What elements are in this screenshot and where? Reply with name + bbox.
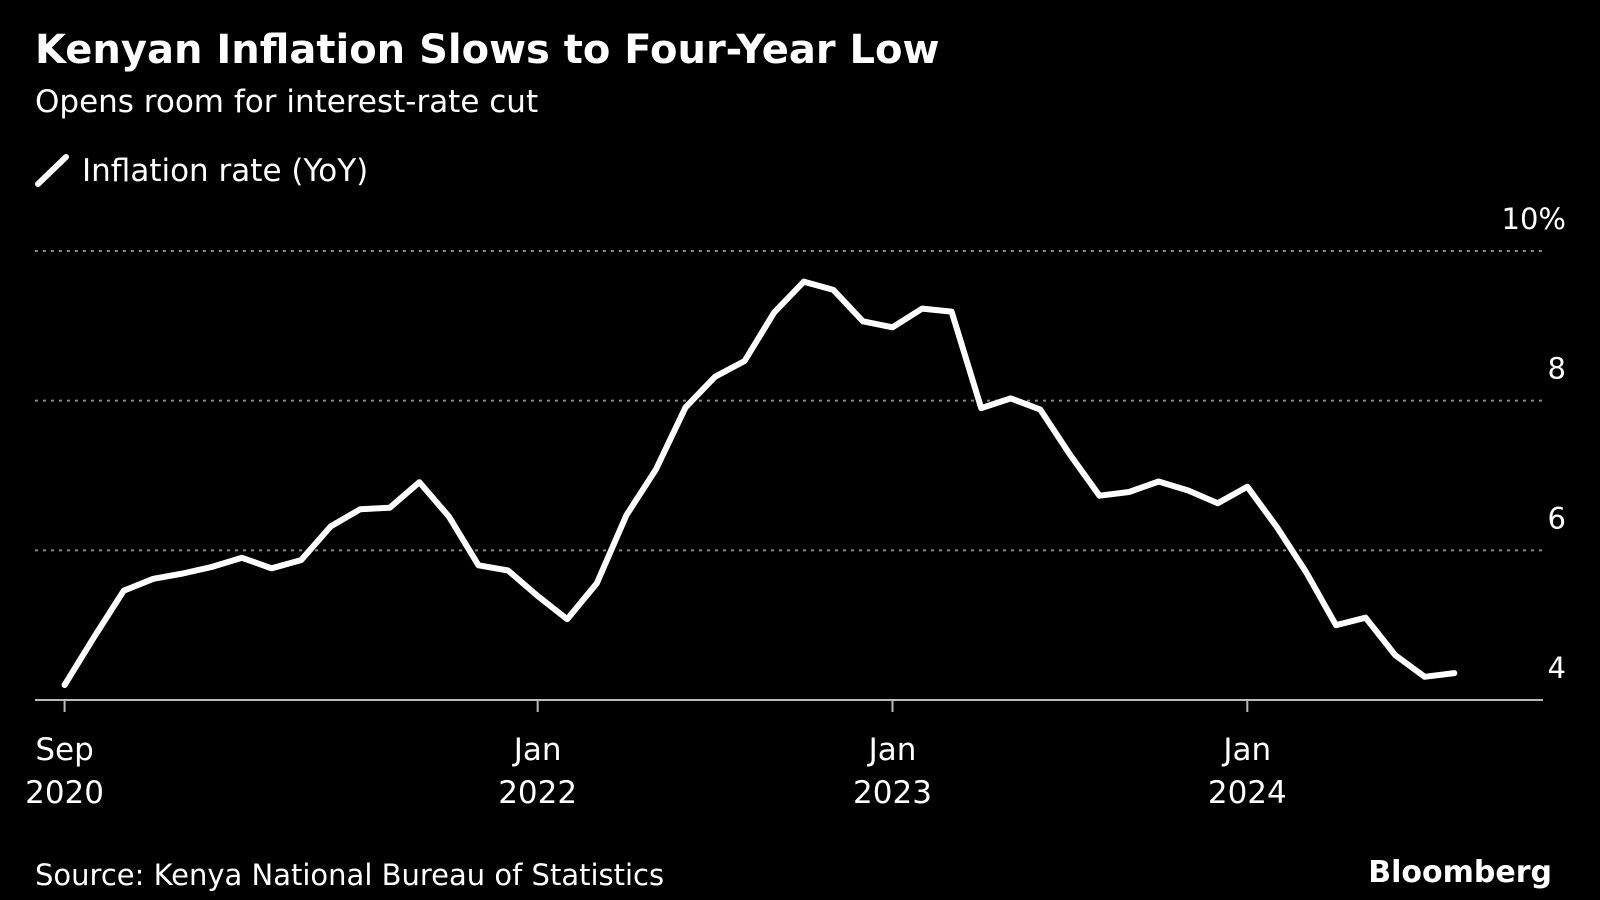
chart-subtitle: Opens room for interest-rate cut [35,84,538,120]
y-tick-label: 10% [1502,202,1566,236]
line [61,278,1458,688]
y-tick-label: 4 [1548,651,1566,685]
legend-label: Inflation rate (YoY) [82,153,368,189]
brand: Bloomberg [1368,855,1552,890]
x-tick-label: Jan 2024 [1208,732,1287,811]
source: Source: Kenya National Bureau of Statist… [35,858,664,892]
x-tick-label: Jan 2022 [498,732,577,811]
legend-swatch [35,154,69,187]
y-tick-label: 8 [1548,352,1566,386]
x-tick-label: Jan 2023 [853,732,932,811]
x-tick-label: Sep 2020 [25,732,104,811]
y-tick-label: 6 [1548,501,1566,535]
chart-title: Kenyan Inflation Slows to Four-Year Low [35,27,939,73]
